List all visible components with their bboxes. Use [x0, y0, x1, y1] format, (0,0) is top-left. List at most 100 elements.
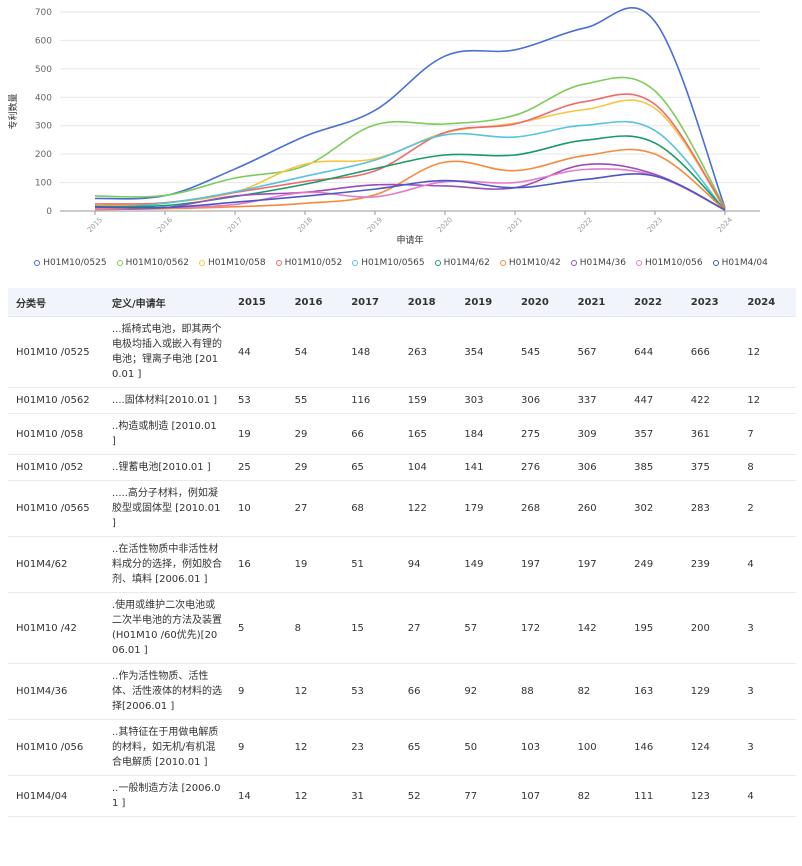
value-cell: 55	[286, 387, 344, 414]
legend-item[interactable]: H01M10/052	[275, 258, 343, 268]
value-cell: 200	[682, 592, 740, 664]
x-tick-label: 2018	[296, 216, 314, 234]
legend-item[interactable]: H01M4/62	[434, 258, 490, 268]
value-cell: 545	[512, 316, 570, 388]
value-cell: 149	[456, 536, 513, 593]
value-cell: 23	[343, 719, 400, 776]
value-cell: 422	[682, 387, 740, 414]
value-cell: 184	[456, 413, 513, 455]
column-header: 2022	[626, 288, 683, 317]
column-header: 分类号	[8, 288, 104, 317]
value-cell: 249	[626, 536, 683, 593]
series-line-h01m10-42	[94, 148, 726, 211]
value-cell: 7	[739, 413, 796, 455]
legend-item[interactable]: H01M10/056	[635, 258, 703, 268]
definition-cell: ..一般制造方法 [2006.01 ]	[104, 775, 230, 817]
value-cell: 9	[230, 719, 287, 776]
table-row: H01M10 /052 ..锂蓄电池[2010.01 ] 25 29 65 104 141 2…	[8, 454, 796, 481]
legend-item[interactable]: H01M10/058	[198, 258, 266, 268]
value-cell: 3	[739, 719, 796, 776]
series-line-h01m10-0562	[94, 76, 726, 209]
y-tick-label: 700	[35, 8, 52, 18]
value-cell: 16	[230, 536, 287, 593]
definition-cell: ..锂蓄电池[2010.01 ]	[104, 454, 230, 481]
y-tick-label: 200	[35, 150, 52, 160]
value-cell: 276	[512, 454, 570, 481]
value-cell: 172	[512, 592, 570, 664]
value-cell: 4	[739, 536, 796, 593]
value-cell: 385	[626, 454, 683, 481]
value-cell: 44	[230, 316, 287, 388]
value-cell: 239	[682, 536, 740, 593]
value-cell: 644	[626, 316, 683, 388]
value-cell: 124	[682, 719, 740, 776]
value-cell: 4	[739, 775, 796, 817]
value-cell: 567	[569, 316, 627, 388]
legend-label: H01M10/056	[644, 258, 703, 268]
legend-marker-icon	[116, 260, 123, 266]
y-tick-label: 600	[35, 36, 52, 46]
value-cell: 303	[456, 387, 513, 414]
series-line-h01m10-052	[94, 93, 726, 210]
legend-label: H01M4/04	[721, 258, 768, 268]
value-cell: 52	[399, 775, 457, 817]
value-cell: 94	[399, 536, 457, 593]
legend-item[interactable]: H01M4/36	[570, 258, 626, 268]
chart-legend: H01M10/0525 H01M10/0562 H01M10/058 H01M10/0…	[0, 258, 802, 268]
classification-code-cell: H01M10 /0525	[8, 316, 104, 388]
value-cell: 309	[569, 413, 627, 455]
column-header: 定义/申请年	[104, 288, 230, 317]
classification-code-cell: H01M10 /056	[8, 719, 104, 776]
value-cell: 306	[512, 387, 570, 414]
value-cell: 116	[343, 387, 400, 414]
value-cell: 14	[230, 775, 287, 817]
x-tick-label: 2024	[716, 215, 735, 234]
legend-item[interactable]: H01M4/04	[712, 258, 768, 268]
legend-item[interactable]: H01M10/0525	[34, 258, 107, 268]
value-cell: 3	[739, 592, 796, 664]
definition-text: ..作为活性物质、活性体、活性液体的材料的选择[2006.01 ]	[112, 671, 222, 712]
definition-text: ..一般制造方法 [2006.01 ]	[112, 783, 221, 809]
legend-label: H01M10/42	[508, 258, 561, 268]
value-cell: 15	[343, 592, 400, 664]
value-cell: 65	[343, 454, 400, 481]
legend-marker-icon	[499, 260, 506, 266]
value-cell: 195	[626, 592, 683, 664]
value-cell: 100	[569, 719, 627, 776]
legend-item[interactable]: H01M10/42	[499, 258, 561, 268]
data-table: 分类号 定义/申请年 2015 2016 2017 2018 2019 2020 2021 202…	[8, 288, 796, 817]
legend-item[interactable]: H01M10/0562	[116, 258, 189, 268]
legend-marker-icon	[570, 260, 577, 266]
value-cell: 12	[739, 316, 796, 388]
series-line-h01m4-36	[94, 163, 726, 211]
definition-cell: ..在活性物质中非活性材料成分的选择，例如胶合剂、填料 [2006.01 ]	[104, 536, 230, 593]
column-header: 2019	[456, 288, 513, 317]
value-cell: 12	[286, 775, 344, 817]
column-header: 2024	[739, 288, 796, 317]
value-cell: 66	[399, 663, 457, 720]
column-header: 2018	[399, 288, 457, 317]
value-cell: 2	[739, 480, 796, 537]
value-cell: 68	[343, 480, 400, 537]
value-cell: 148	[343, 316, 400, 388]
value-cell: 302	[626, 480, 683, 537]
column-header: 2015	[230, 288, 287, 317]
table-row: H01M4/04 ..一般制造方法 [2006.01 ] 14 12 31 52 77 107…	[8, 775, 796, 817]
definition-text: .使用或维护二次电池或二次半电池的方法及装置(H01M10 /60优先)[200…	[112, 600, 222, 656]
definition-text: ...摇椅式电池，即其两个电极均插入或嵌入有锂的电池；锂离子电池 [2010.0…	[112, 324, 222, 380]
series-line-h01m4-04	[94, 173, 726, 211]
value-cell: 54	[286, 316, 344, 388]
definition-cell: ..构造或制造 [2010.01 ]	[104, 413, 230, 455]
y-tick-label: 500	[35, 65, 52, 75]
legend-label: H01M10/052	[284, 258, 343, 268]
legend-item[interactable]: H01M10/0565	[352, 258, 425, 268]
value-cell: 88	[512, 663, 570, 720]
value-cell: 354	[456, 316, 513, 388]
legend-label: H01M10/058	[207, 258, 266, 268]
value-cell: 12	[286, 663, 344, 720]
x-tick-label: 2015	[86, 216, 104, 234]
value-cell: 165	[399, 413, 457, 455]
classification-code-cell: H01M4/62	[8, 536, 104, 593]
legend-marker-icon	[352, 260, 359, 266]
value-cell: 268	[512, 480, 570, 537]
